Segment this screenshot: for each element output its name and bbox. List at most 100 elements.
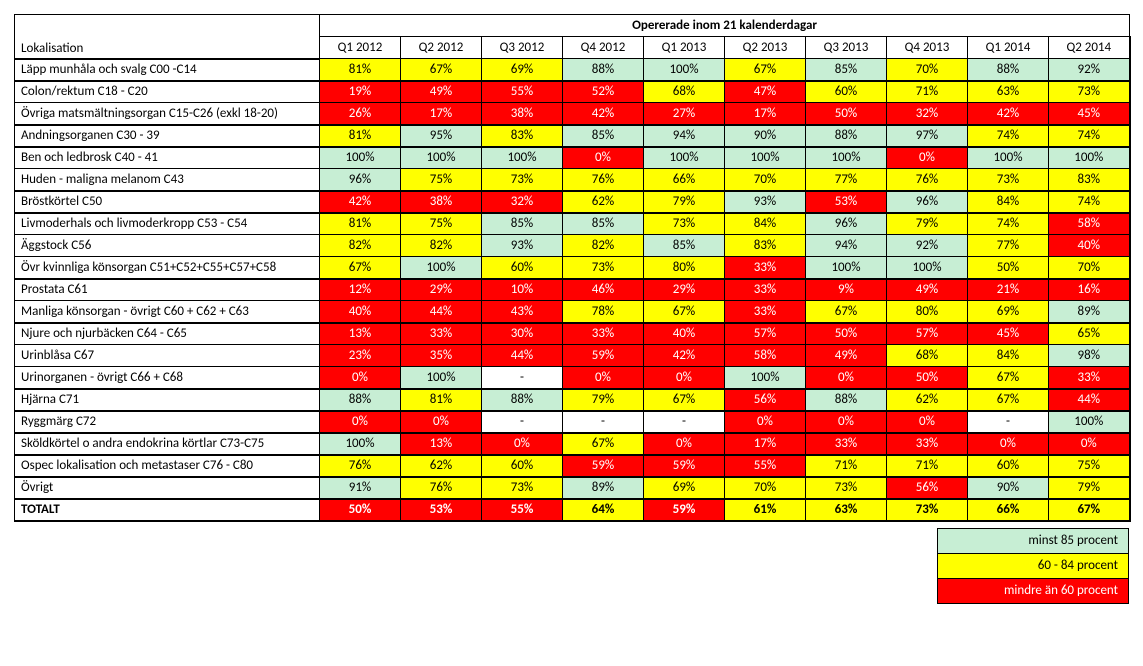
value-cell: 100% [401,147,482,169]
value-cell: 82% [563,235,644,257]
value-cell: 73% [482,477,563,499]
value-cell: 83% [482,125,563,147]
value-cell: 88% [806,125,887,147]
value-cell: 67% [320,257,401,279]
value-cell: 100% [968,147,1049,169]
value-cell: 85% [482,213,563,235]
value-cell: 67% [401,59,482,81]
value-cell: 73% [482,169,563,191]
legend: minst 85 procent60 - 84 procentmindre än… [14,528,1129,604]
value-cell: 0% [806,411,887,433]
value-cell: 82% [401,235,482,257]
value-cell: 0% [968,433,1049,455]
value-cell: 100% [644,59,725,81]
value-cell: 32% [887,103,968,125]
value-cell: 88% [806,389,887,411]
table-row: Äggstock C5682%82%93%82%85%83%94%92%77%4… [15,235,1130,257]
column-header: Q2 2014 [1049,37,1130,59]
value-cell: 91% [320,477,401,499]
value-cell: 0% [563,147,644,169]
value-cell: 69% [968,301,1049,323]
value-cell: 67% [968,367,1049,389]
value-cell: 0% [1049,433,1130,455]
value-cell: 100% [1049,147,1130,169]
value-cell: 96% [806,213,887,235]
value-cell: 71% [887,455,968,477]
value-cell: 100% [320,433,401,455]
value-cell: 100% [320,147,401,169]
value-cell: 33% [806,433,887,455]
row-label: TOTALT [15,499,320,521]
value-cell: 83% [1049,169,1130,191]
row-label: Hjärna C71 [15,389,320,411]
value-cell: 57% [725,323,806,345]
value-cell: 70% [725,169,806,191]
value-cell: - [968,411,1049,433]
value-cell: 80% [644,257,725,279]
value-cell: 33% [1049,367,1130,389]
value-cell: 62% [401,455,482,477]
value-cell: 66% [968,499,1049,521]
value-cell: 74% [968,213,1049,235]
column-header: Q4 2013 [887,37,968,59]
row-label: Prostata C61 [15,279,320,301]
table-row: Andningsorganen C30 - 3981%95%83%85%94%9… [15,125,1130,147]
value-cell: 55% [482,81,563,103]
value-cell: 63% [806,499,887,521]
table-head: Lokalisation Opererade inom 21 kalenderd… [15,15,1130,59]
value-cell: 88% [482,389,563,411]
value-cell: 84% [968,191,1049,213]
data-table: Lokalisation Opererade inom 21 kalenderd… [14,14,1131,522]
row-label: Äggstock C56 [15,235,320,257]
value-cell: 0% [320,411,401,433]
value-cell: 94% [806,235,887,257]
value-cell: 96% [320,169,401,191]
value-cell: 85% [644,235,725,257]
value-cell: 0% [644,367,725,389]
value-cell: 42% [320,191,401,213]
value-cell: 73% [1049,81,1130,103]
value-cell: 89% [563,477,644,499]
table-row: Urinorganen - övrigt C66 + C680%100%-0%0… [15,367,1130,389]
value-cell: 85% [563,213,644,235]
value-cell: 82% [320,235,401,257]
value-cell: 78% [563,301,644,323]
value-cell: 12% [320,279,401,301]
value-cell: 67% [644,389,725,411]
value-cell: 88% [563,59,644,81]
value-cell: 67% [806,301,887,323]
value-cell: 68% [644,81,725,103]
value-cell: 38% [401,191,482,213]
value-cell: 81% [320,59,401,81]
value-cell: 62% [887,389,968,411]
value-cell: 84% [968,345,1049,367]
table-row: Urinblåsa C6723%35%44%59%42%58%49%68%84%… [15,345,1130,367]
row-label: Huden - maligna melanom C43 [15,169,320,191]
row-label: Urinblåsa C67 [15,345,320,367]
value-cell: 88% [320,389,401,411]
value-cell: 92% [887,235,968,257]
table-row: Ben och ledbrosk C40 - 41100%100%100%0%1… [15,147,1130,169]
row-label: Ben och ledbrosk C40 - 41 [15,147,320,169]
value-cell: 0% [644,433,725,455]
value-cell: 17% [725,433,806,455]
value-cell: 100% [725,147,806,169]
value-cell: 45% [1049,103,1130,125]
value-cell: 40% [320,301,401,323]
value-cell: 46% [563,279,644,301]
value-cell: 60% [968,455,1049,477]
value-cell: 19% [320,81,401,103]
value-cell: 63% [968,81,1049,103]
value-cell: 62% [563,191,644,213]
value-cell: 42% [644,345,725,367]
value-cell: 53% [806,191,887,213]
value-cell: 66% [644,169,725,191]
value-cell: 67% [563,433,644,455]
value-cell: 33% [563,323,644,345]
value-cell: 92% [1049,59,1130,81]
value-cell: 26% [320,103,401,125]
value-cell: 79% [644,191,725,213]
value-cell: 60% [482,257,563,279]
value-cell: 29% [401,279,482,301]
value-cell: 64% [563,499,644,521]
